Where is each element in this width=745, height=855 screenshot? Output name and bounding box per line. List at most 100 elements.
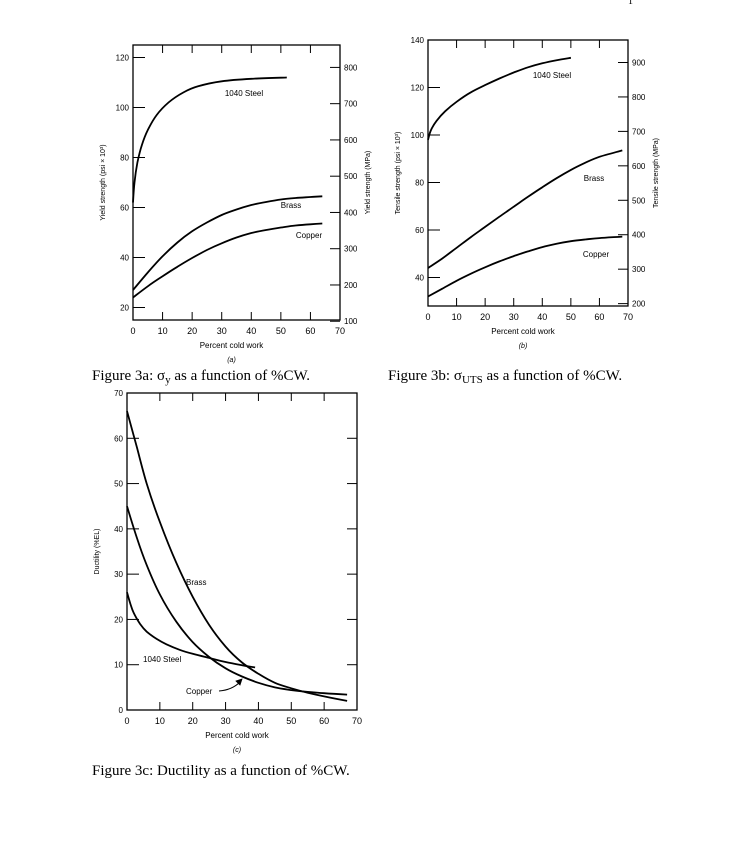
x-tick-label-c: 30: [221, 716, 231, 726]
plot-frame-b: [427, 39, 629, 307]
panel-label-c: (c): [233, 747, 241, 754]
y2-tick-label-a: 800: [344, 63, 358, 72]
chart-panel-c: 0 10 20 30 40 50 60 70 Percent cold work (c) 0 10 20…: [94, 389, 362, 754]
x-tick-label-b: 40: [537, 312, 547, 322]
x-tick-label-b: 50: [566, 312, 576, 322]
caption-3b-subscript: UTS: [461, 374, 483, 386]
y2-tick-label-a: 200: [344, 281, 358, 290]
y-tick-label-c: 60: [114, 434, 123, 443]
y-tick-label-c: 30: [114, 570, 123, 579]
y-tick-label-c: 20: [114, 615, 123, 624]
x-axis-label-a: Percent cold work: [200, 341, 265, 350]
chart-panel-a: 0 10 20 30 40 50 60 70 Percent cold work (a) 20 40 6…: [100, 44, 372, 364]
y-tick-label-b: 140: [411, 36, 425, 45]
caption-3b-text: as a function of %CW.: [482, 368, 623, 384]
x-tick-label-b: 70: [623, 312, 633, 322]
x-tick-label-b: 10: [452, 312, 462, 322]
y-tick-label-a: 120: [116, 54, 130, 63]
panel-label-a: (a): [227, 357, 236, 364]
curve-label-1040-steel-c: 1040 Steel: [143, 655, 181, 664]
plot-frame-c: [126, 392, 358, 711]
x-tick-label-a: 40: [246, 326, 256, 336]
x-tick-label-c: 20: [188, 716, 198, 726]
y-tick-label-b: 120: [411, 84, 425, 93]
y-axis-label-b: Tensile strength (psi × 10³): [395, 132, 402, 215]
y-tick-label-c: 50: [114, 480, 123, 489]
x-tick-label-a: 50: [276, 326, 286, 336]
y-tick-label-a: 20: [120, 304, 129, 313]
y-tick-label-a: 80: [120, 154, 129, 163]
curve-label-copper-a: Copper: [296, 231, 323, 240]
y-tick-label-c: 40: [114, 525, 123, 534]
y2-tick-label-a: 300: [344, 245, 358, 254]
curve-label-brass-c: Brass: [186, 578, 206, 587]
y2-tick-label-b: 900: [632, 58, 646, 67]
x-axis-label-c: Percent cold work: [205, 731, 270, 740]
series-line-copper-b: [427, 235, 623, 298]
caption-3a-prefix: Figure 3a:: [92, 368, 157, 384]
y2-tick-label-a: 100: [344, 317, 358, 326]
y2-tick-label-b: 800: [632, 93, 646, 102]
y-axis-label-c: Ductility (%EL): [94, 529, 101, 575]
y2-tick-label-a: 500: [344, 172, 358, 181]
y2-tick-label-b: 200: [632, 300, 646, 309]
series-line-brass-a: [132, 195, 323, 291]
caption-3b-prefix: Figure 3b:: [388, 368, 454, 384]
series-line-brass-b: [427, 149, 623, 269]
x-tick-label-c: 60: [319, 716, 329, 726]
x-tick-label-c: 70: [352, 716, 362, 726]
curve-label-copper-b: Copper: [583, 250, 610, 259]
y-axis-label-a: Yield strength (psi × 10³): [100, 144, 107, 220]
copper-arrow-head: [235, 678, 243, 686]
copper-arrow-line: [218, 681, 241, 692]
x-tick-label-c: 0: [124, 716, 129, 726]
curve-label-copper-c: Copper: [186, 687, 213, 696]
y-tick-label-a: 100: [116, 104, 130, 113]
x-axis-label-b: Percent cold work: [491, 327, 556, 336]
y2-tick-label-a: 600: [344, 136, 358, 145]
x-tick-label-b: 20: [480, 312, 490, 322]
y-tick-label-a: 40: [120, 254, 129, 263]
y-tick-label-b: 100: [411, 131, 425, 140]
y-tick-label-b: 80: [415, 179, 424, 188]
y2-tick-label-b: 400: [632, 231, 646, 240]
x-tick-label-b: 30: [509, 312, 519, 322]
x-tick-label-c: 50: [286, 716, 296, 726]
x-tick-label-a: 60: [305, 326, 315, 336]
y2-tick-label-b: 700: [632, 127, 646, 136]
caption-3a-text: as a function of %CW.: [170, 368, 311, 384]
y2-axis-label-b: Tensile strength (MPa): [653, 138, 660, 208]
y2-tick-label-a: 700: [344, 100, 358, 109]
x-tick-label-c: 40: [253, 716, 263, 726]
panel-label-b: (b): [519, 343, 528, 350]
y-tick-label-c: 10: [114, 661, 123, 670]
y-tick-label-b: 40: [415, 274, 424, 283]
caption-figure-3c: Figure 3c: Ductility as a function of %C…: [92, 763, 350, 779]
y2-tick-label-b: 300: [632, 265, 646, 274]
curve-label-1040-steel-a: 1040 Steel: [225, 89, 263, 98]
x-tick-label-a: 30: [217, 326, 227, 336]
y2-tick-label-a: 400: [344, 208, 358, 217]
series-line-1040-steel-a: [132, 76, 287, 203]
chart-panel-b: 0 10 20 30 40 50 60 70 Percent cold work (b) 40 60 8…: [395, 36, 660, 350]
series-line-1040-steel-c: [126, 592, 256, 669]
curve-label-brass-a: Brass: [281, 201, 301, 210]
y2-axis-label-a: Yield strength (MPa): [365, 151, 372, 215]
caption-3a-symbol: σ: [157, 368, 166, 384]
x-tick-label-a: 70: [335, 326, 345, 336]
y-tick-label-c: 70: [114, 389, 123, 398]
y2-tick-label-b: 500: [632, 196, 646, 205]
y2-tick-label-b: 600: [632, 162, 646, 171]
series-line-1040-steel-b: [427, 56, 572, 141]
series-line-copper-c: [126, 505, 348, 696]
x-tick-label-a: 20: [187, 326, 197, 336]
x-tick-label-a: 10: [158, 326, 168, 336]
x-tick-label-c: 10: [155, 716, 165, 726]
page-number-mark: 1: [628, 0, 633, 7]
x-tick-label-b: 60: [594, 312, 604, 322]
caption-3a-subscript: y: [165, 374, 171, 386]
caption-3b-symbol: σ: [453, 368, 462, 384]
plot-frame-a: [132, 44, 341, 321]
y-tick-label-b: 60: [415, 226, 424, 235]
